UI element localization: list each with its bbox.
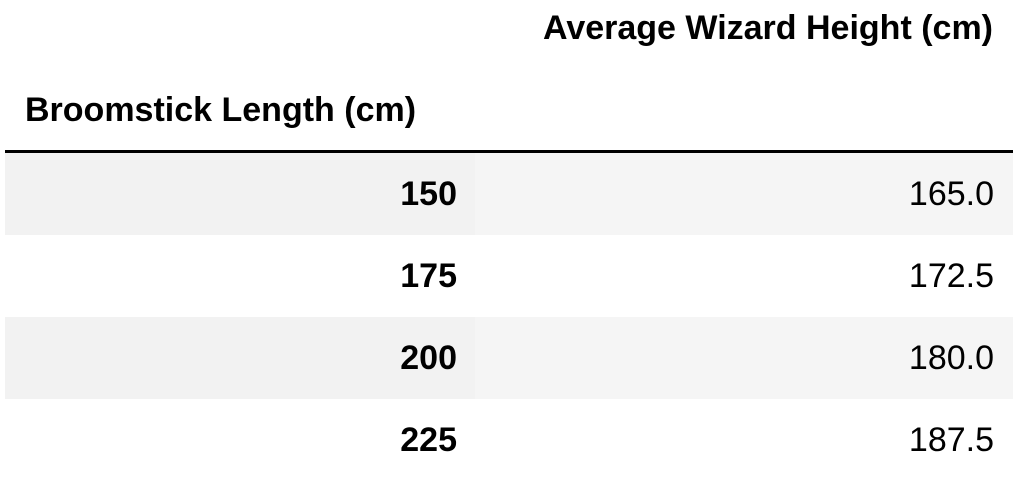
row-value-cell: 172.5 [908,257,994,295]
table-row: 150 165.0 [5,153,1013,235]
table-row: 225 187.5 [5,399,1013,481]
table-row: 175 172.5 [5,235,1013,317]
index-header: Broomstick Length (cm) [25,91,417,129]
row-index-cell: 175 [400,257,457,295]
column-header: Average Wizard Height (cm) [543,9,993,47]
cell-background [475,153,1013,235]
row-value-cell: 180.0 [908,339,994,377]
row-index-cell: 200 [400,339,457,377]
data-table: Average Wizard Height (cm) Broomstick Le… [5,9,1013,459]
row-value-cell: 187.5 [908,421,994,459]
table-row: 200 180.0 [5,317,1013,399]
row-value-cell: 165.0 [908,175,994,213]
cell-background [475,317,1013,399]
row-index-cell: 225 [400,421,457,459]
row-index-cell: 150 [400,175,457,213]
table-body: 150 165.0 175 172.5 200 180.0 225 187.5 [5,153,1013,481]
header-divider [5,150,1013,153]
